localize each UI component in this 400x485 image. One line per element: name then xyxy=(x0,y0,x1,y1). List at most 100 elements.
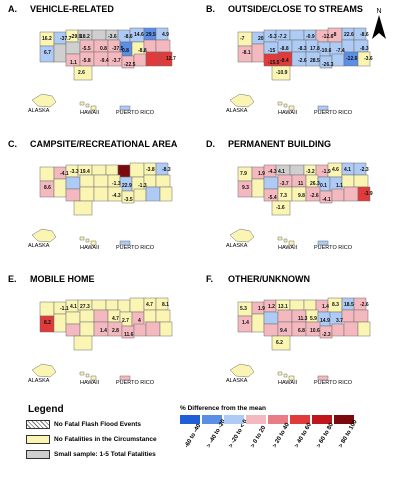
alaska-inset xyxy=(229,363,255,378)
state-region xyxy=(341,174,355,188)
value-label: -7 xyxy=(240,36,245,42)
scale-label: > 60 to 80 xyxy=(316,422,335,449)
value-label: -8.1 xyxy=(242,50,251,56)
value-label: 1.2 xyxy=(268,304,275,310)
value-label: -3.8 xyxy=(146,167,155,173)
panel-title: A. VEHICLE-RELATED xyxy=(8,4,114,14)
inset-label-puerto_rico: PUERTO RICO xyxy=(314,380,353,386)
state-region xyxy=(353,174,369,188)
value-label: -2.6 xyxy=(298,58,307,64)
value-label: 29.5 xyxy=(146,32,156,38)
value-label: 28.5 xyxy=(310,58,320,64)
state-region xyxy=(91,299,107,311)
scale-label: > 20 to 40 xyxy=(272,422,291,449)
us-map: ALASKA HAWAII PUERTO RICO 4.1 9.3 1.1 -4.1 -4.3… xyxy=(226,162,373,251)
state-region xyxy=(343,186,359,202)
state-region xyxy=(105,164,119,176)
value-label: 22.6 xyxy=(344,32,354,38)
inset-label-puerto_rico: PUERTO RICO xyxy=(116,380,155,386)
state-region xyxy=(145,51,161,67)
state-region xyxy=(271,200,291,216)
value-label: -37.5 xyxy=(112,46,124,52)
state-region xyxy=(79,174,95,188)
scale-label: > 0 to 20 xyxy=(250,425,268,449)
value-label: -7.2 xyxy=(278,34,287,40)
state-region xyxy=(357,186,371,202)
value-label: -5.3 xyxy=(268,34,277,40)
value-label: 12.7 xyxy=(166,56,176,62)
state-region xyxy=(159,186,173,202)
state-region xyxy=(357,51,371,67)
value-label: 9.3 xyxy=(242,185,249,191)
yellow-swatch xyxy=(26,435,50,444)
state-region xyxy=(331,323,345,337)
state-region xyxy=(159,321,173,337)
hawaii-inset xyxy=(79,371,97,381)
state-region xyxy=(73,335,93,351)
value-label: 3.7 xyxy=(336,318,343,324)
state-region xyxy=(91,164,107,176)
scale-swatch xyxy=(202,415,222,424)
us-map: ALASKA HAWAII PUERTO RICO 27.3 8.2 4 11.6 4.1 8.… xyxy=(28,297,173,386)
inset-label-puerto_rico: PUERTO RICO xyxy=(314,110,353,116)
state-region xyxy=(155,39,171,53)
state-region xyxy=(133,188,147,202)
inset-label-puerto_rico: PUERTO RICO xyxy=(116,245,155,251)
state-region xyxy=(263,176,279,190)
state-region xyxy=(79,186,95,202)
value-label: -1.6 xyxy=(276,205,285,211)
value-label: 4.1 xyxy=(278,169,285,175)
hawaii-inset xyxy=(79,236,97,246)
state-region xyxy=(263,311,279,325)
puerto-rico-inset xyxy=(317,375,329,381)
value-label: -1.3 xyxy=(112,181,121,187)
value-label: 18.5 xyxy=(344,302,354,308)
hawaii-inset xyxy=(277,371,295,381)
value-label: -22.5 xyxy=(124,62,136,68)
scale-swatch xyxy=(246,415,266,424)
puerto-rico-inset xyxy=(119,375,131,381)
map-panel-other: F. OTHER/UNKNOWN ALASKA HAWAII PUERTO RICO 1… xyxy=(200,272,396,390)
state-region xyxy=(143,309,157,323)
inset-label-alaska: ALASKA xyxy=(28,108,50,114)
value-label: -0.9 xyxy=(306,34,315,40)
value-label: 7.3 xyxy=(280,193,287,199)
state-region xyxy=(53,178,67,198)
value-label: 2.6 xyxy=(78,70,85,76)
state-region xyxy=(53,43,67,63)
value-label: 4.1 xyxy=(344,167,351,173)
state-region xyxy=(133,323,147,337)
state-region xyxy=(251,178,265,198)
inset-label-hawaii: HAWAII xyxy=(80,380,100,386)
value-label: -3.3 xyxy=(70,169,79,175)
value-label: 0.1 xyxy=(320,183,327,189)
value-label: 18.2 xyxy=(80,34,90,40)
north-arrow-icon: N xyxy=(372,8,386,44)
value-label: -15 xyxy=(268,48,275,54)
state-region xyxy=(145,321,161,337)
state-region xyxy=(155,174,171,188)
value-label: 0.8 xyxy=(122,48,129,54)
state-region xyxy=(289,299,305,311)
value-label: -8.6 xyxy=(124,34,133,40)
value-label: -8.3 xyxy=(360,46,369,52)
inset-label-hawaii: HAWAII xyxy=(80,245,100,251)
state-region xyxy=(93,174,109,188)
value-label: 26.3 xyxy=(310,181,320,187)
puerto-rico-inset xyxy=(119,105,131,111)
scale-swatch xyxy=(224,415,244,424)
value-label: 16.2 xyxy=(42,36,52,42)
inset-label-alaska: ALASKA xyxy=(28,378,50,384)
value-label: 1.1 xyxy=(70,60,77,66)
inset-label-hawaii: HAWAII xyxy=(278,245,298,251)
value-label: -3.2 xyxy=(306,169,315,175)
value-label: -26.3 xyxy=(322,62,334,68)
value-label: -12.6 xyxy=(346,56,358,62)
map-panel-mobile-home: E. MOBILE HOME ALASKA HAWAII PUERTO RICO 27.… xyxy=(2,272,198,390)
value-label: -2.3 xyxy=(360,167,369,173)
value-label: -2.3 xyxy=(322,332,331,338)
state-region xyxy=(155,309,171,323)
value-label: 4.9 xyxy=(162,32,169,38)
panel-title: E. MOBILE HOME xyxy=(8,274,95,284)
value-label: 1.9 xyxy=(258,306,265,312)
